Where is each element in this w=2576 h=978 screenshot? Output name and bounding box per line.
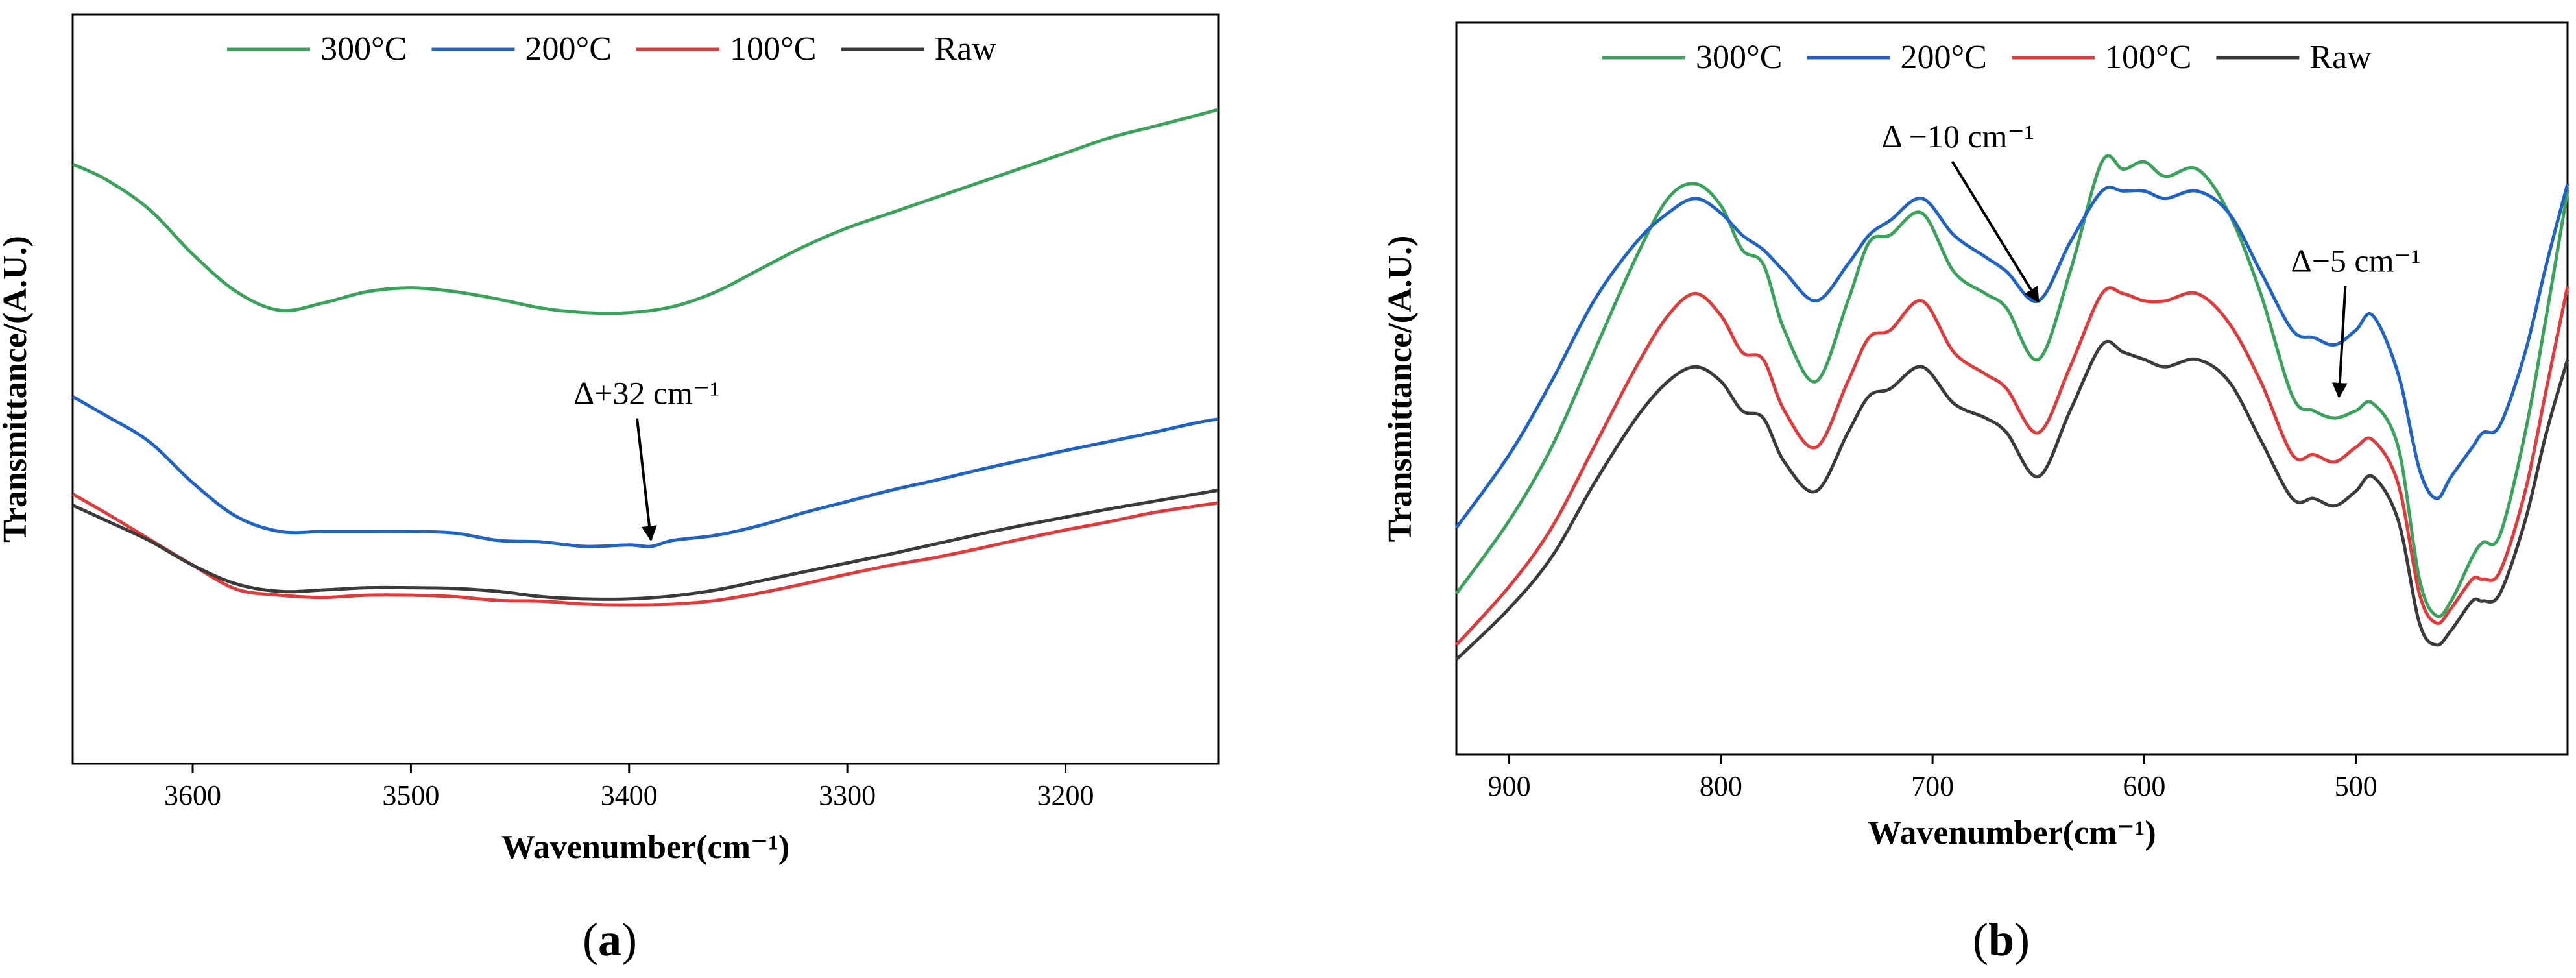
series-line-300: [1454, 154, 2570, 618]
annotation-arrow: [2331, 286, 2348, 398]
x-axis-title: Wavenumber(cm⁻¹): [1868, 814, 2156, 851]
legend-label-200: 200°C: [525, 31, 611, 67]
plot-frame: [1455, 21, 2569, 756]
legend: 300°C 200°C 100°C Raw: [1602, 39, 2372, 76]
x-tick-label: 700: [1911, 770, 1954, 802]
annotation-label: Δ−5 cm⁻¹: [2291, 243, 2421, 279]
chart-panel-a: 3600 3500 3400 3300 3200 Wavenumber(cm⁻¹) Tran…: [0, 13, 1220, 866]
annotation-arrow: [636, 418, 657, 542]
x-tick-label: 500: [2335, 770, 2377, 802]
legend-label-100: 100°C: [730, 31, 816, 67]
panel-b-caption: (b): [1973, 914, 2030, 966]
series-line-raw: [1455, 339, 2570, 661]
legend: 300°C 200°C 100°C Raw: [227, 31, 996, 67]
x-tick-label: 3500: [382, 779, 439, 811]
annotation-label: Δ −10 cm⁻¹: [1882, 118, 2034, 154]
x-tick-label: 3600: [164, 779, 221, 811]
series-group: [71, 108, 1219, 607]
x-tick-label: 900: [1488, 770, 1531, 802]
legend-label-200: 200°C: [1900, 39, 1986, 76]
legend-label-100: 100°C: [2105, 39, 2191, 76]
x-axis-title: Wavenumber(cm⁻¹): [501, 829, 790, 866]
series-group: [1454, 154, 2570, 661]
annotation-label: Δ+32 cm⁻¹: [573, 375, 719, 411]
series-line-200: [1454, 183, 2570, 529]
series-line-raw: [71, 488, 1219, 601]
annotation-arrow: [1951, 160, 2040, 303]
chart-panel-b: 900 800 700 600 500 Wavenumber(cm⁻¹) Transmitt…: [1382, 21, 2570, 851]
series-line-100: [1455, 286, 2570, 646]
series-line-300: [71, 108, 1219, 315]
x-tick-label: 3300: [819, 779, 876, 811]
y-axis-title: Transmittance/(A.U.): [1382, 236, 1419, 543]
x-tick-label: 3400: [601, 779, 658, 811]
plot-frame: [71, 13, 1220, 765]
x-tick-label: 600: [2123, 770, 2165, 802]
legend-label-300: 300°C: [320, 31, 407, 67]
x-tick-label: 800: [1700, 770, 1742, 802]
y-axis-title: Transmittance/(A.U.): [0, 236, 34, 543]
series-line-200: [71, 395, 1219, 548]
series-line-100: [71, 493, 1219, 607]
x-tick-label: 3200: [1037, 779, 1094, 811]
legend-label-raw: Raw: [2309, 39, 2372, 76]
legend-label-300: 300°C: [1696, 39, 1782, 76]
legend-label-raw: Raw: [934, 31, 996, 67]
panel-a-caption: (a): [583, 914, 637, 966]
